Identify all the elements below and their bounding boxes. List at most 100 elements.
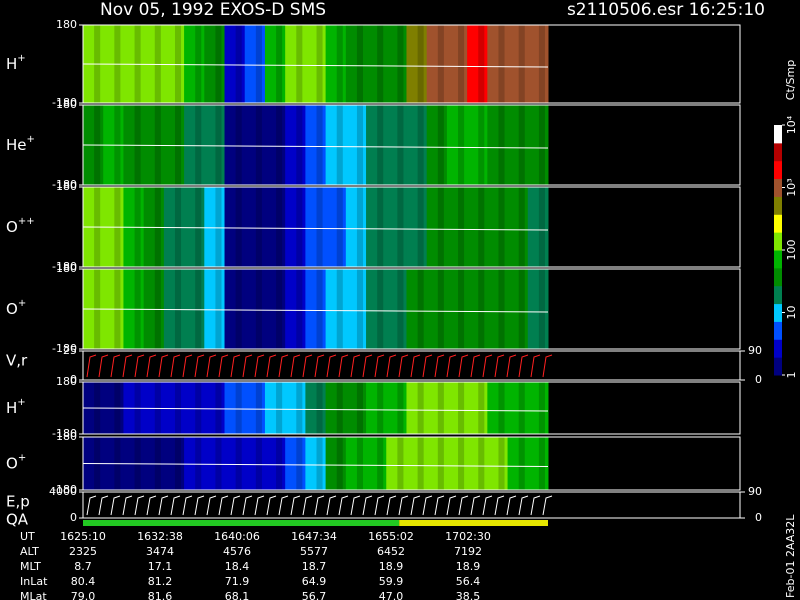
row-label: InLat [20, 575, 48, 588]
heatmap-cell [406, 269, 428, 349]
heatmap-cell [204, 187, 226, 267]
heatmap-cell [446, 437, 468, 490]
stripe [417, 269, 424, 349]
row-value: 47.0 [379, 590, 404, 600]
stripe [437, 382, 444, 434]
row-value: 17.1 [148, 560, 173, 573]
heatmap-cell [386, 25, 407, 103]
colorbar-swatch [774, 285, 782, 305]
heatmap-cell [527, 437, 549, 490]
stripe [356, 25, 364, 103]
colorbar-label: Ct/Smp [784, 60, 797, 100]
panel-frame [82, 381, 741, 435]
heatmap-cell [163, 187, 185, 267]
ion-label: H+ [6, 53, 26, 73]
stripe [276, 382, 283, 434]
stripe [478, 105, 485, 185]
center-line [82, 144, 549, 149]
heatmap-cell [386, 105, 407, 185]
heatmap-cell [163, 382, 185, 434]
heatmap-cell [507, 25, 529, 103]
heatmap-cell [527, 187, 549, 267]
ion-charge: + [17, 397, 25, 408]
heatmap-cell [406, 437, 428, 490]
heatmap-cell [426, 25, 448, 103]
heatmap-cell [264, 437, 286, 490]
heatmap-cell [527, 25, 549, 103]
colorbar-swatch [774, 232, 782, 251]
stripe [518, 187, 525, 267]
stripe [215, 382, 222, 434]
heatmap-cell [467, 25, 488, 103]
colorbar-swatch [774, 160, 782, 180]
y-tick-label: 0 [70, 373, 77, 386]
center-line [82, 308, 549, 313]
heatmap-cell [366, 269, 387, 349]
heatmap-cell [264, 382, 286, 434]
row-value: 71.9 [225, 575, 250, 588]
heatmap-cell [244, 187, 266, 267]
heatmap-cell [426, 382, 448, 434]
stripe [397, 105, 404, 185]
ion-name: O [6, 300, 18, 318]
stripe [174, 25, 182, 103]
trace-label: V,r [6, 352, 28, 370]
row-value: 18.4 [225, 560, 250, 573]
heatmap-cell [204, 25, 226, 103]
stripe [397, 187, 404, 267]
colorbar-tick-label: 1 [785, 372, 798, 379]
heatmap-cell [184, 382, 205, 434]
stripe [235, 187, 242, 267]
stripe [538, 437, 545, 490]
heatmap-cell [184, 105, 205, 185]
row-value: 38.5 [456, 590, 481, 600]
row-value: 1655:02 [368, 530, 414, 543]
row-value: 1640:06 [214, 530, 260, 543]
stripe [174, 382, 182, 434]
y-tick-label: -180 [52, 342, 77, 355]
stripe [356, 382, 364, 434]
heatmap-cell [264, 269, 286, 349]
stripe [397, 382, 404, 434]
file-label: s2110506.esr 16:25:10 [567, 0, 765, 20]
colorbar-tick-label: 10 [785, 306, 798, 320]
stripe [336, 25, 343, 103]
row-value: 8.7 [74, 560, 92, 573]
ion-name: O [6, 218, 18, 236]
stripe [255, 105, 262, 185]
heatmap-cell [345, 382, 367, 434]
heatmap-cell [325, 25, 347, 103]
heatmap-cell [345, 187, 367, 267]
row-value: 1647:34 [291, 530, 337, 543]
heatmap-cell [527, 105, 549, 185]
heatmap-cell [467, 187, 488, 267]
heatmap-cell [204, 382, 226, 434]
colorbar-swatch [774, 214, 782, 233]
row-value: 7192 [454, 545, 482, 558]
colorbar-swatch [774, 142, 782, 162]
stripe [276, 25, 283, 103]
stripe [377, 187, 384, 267]
stripe [356, 105, 364, 185]
heatmap-cell [325, 382, 347, 434]
heatmap-cell [244, 105, 266, 185]
heatmap-cell [305, 105, 327, 185]
heatmap-cell [325, 105, 347, 185]
stripe [417, 25, 424, 103]
panel-frame [82, 268, 741, 350]
stripe [316, 105, 323, 185]
stripe [518, 269, 525, 349]
stripe [498, 269, 505, 349]
stripe [336, 187, 343, 267]
heatmap-cell [184, 269, 205, 349]
row-label: UT [20, 530, 35, 543]
stripe [235, 382, 242, 434]
stripe [336, 269, 343, 349]
stripe [174, 187, 182, 267]
stripe [377, 269, 384, 349]
heatmap-cell [204, 105, 226, 185]
heatmap-cell [244, 437, 266, 490]
y-tick-label: -180 [52, 96, 77, 109]
stripe [458, 25, 465, 103]
y2-tick-label: 90 [748, 485, 762, 498]
